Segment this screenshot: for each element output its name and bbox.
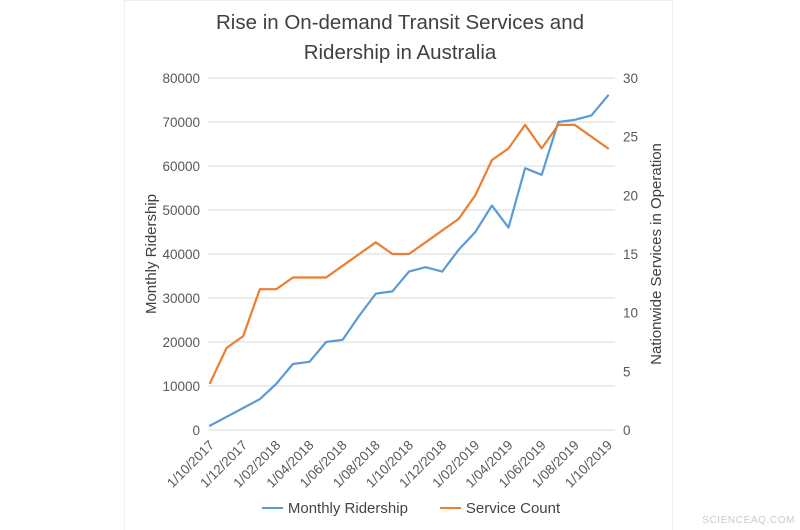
- y-axis-ticks-left: 0 10000 20000 30000 40000 50000 60000 70000 8000…: [162, 71, 200, 438]
- x-axis-ticks: 1/10/20171/12/20171/02/20181/04/20181/06…: [164, 438, 615, 491]
- svg-text:15: 15: [623, 247, 638, 262]
- chart-title: Rise in On-demand Transit Services and R…: [0, 8, 800, 68]
- svg-text:30000: 30000: [162, 291, 200, 306]
- legend-item-monthly-ridership: Monthly Ridership: [261, 499, 408, 517]
- svg-text:40000: 40000: [162, 247, 200, 262]
- series-lines: [208, 94, 610, 427]
- svg-text:80000: 80000: [162, 71, 200, 86]
- svg-text:5: 5: [623, 364, 631, 379]
- legend-item-service-count: Service Count: [439, 499, 561, 517]
- svg-text:50000: 50000: [162, 203, 200, 218]
- image-border-top: [124, 0, 673, 1]
- svg-text:60000: 60000: [162, 159, 200, 174]
- chart-title-line1: Rise in On-demand Transit Services and: [215, 11, 585, 34]
- svg-text:70000: 70000: [162, 115, 200, 130]
- watermark: SCIENCEAQ.COM: [702, 515, 795, 526]
- legend-label-monthly-ridership: Monthly Ridership: [287, 499, 408, 517]
- y-axis-ticks-right: 0 5 10 15 20 25 30: [623, 71, 638, 438]
- svg-text:10: 10: [623, 306, 638, 321]
- svg-text:20: 20: [623, 188, 638, 203]
- image-border-right: [672, 0, 673, 530]
- chart-title-line2: Ridership in Australia: [303, 41, 497, 64]
- svg-text:30: 30: [623, 71, 638, 86]
- legend-label-service-count: Service Count: [465, 499, 561, 517]
- legend: Monthly Ridership Service Count: [11, 497, 800, 519]
- legend-swatch-monthly-ridership-icon: [261, 506, 283, 510]
- svg-text:0: 0: [192, 423, 200, 438]
- legend-swatch-service-count-icon: [439, 506, 461, 510]
- svg-text:10000: 10000: [162, 379, 200, 394]
- svg-text:25: 25: [623, 130, 638, 145]
- image-border-left: [124, 0, 125, 530]
- svg-text:0: 0: [623, 423, 631, 438]
- gridlines: [208, 77, 615, 431]
- svg-text:20000: 20000: [162, 335, 200, 350]
